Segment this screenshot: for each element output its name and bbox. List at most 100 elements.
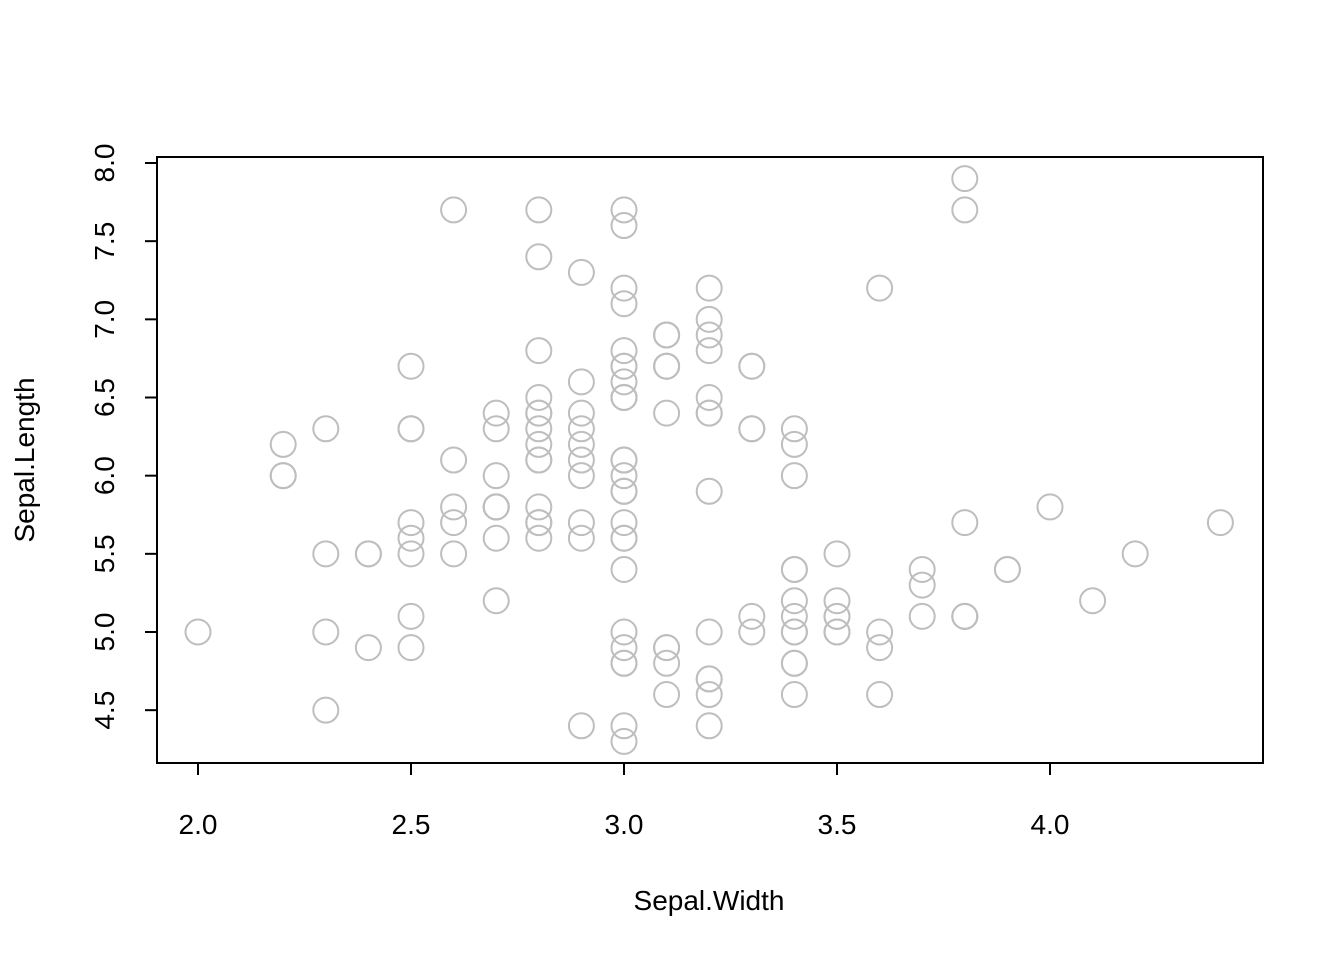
data-point: [610, 712, 638, 740]
data-point: [780, 587, 808, 615]
data-point: [610, 446, 638, 474]
data-point: [525, 524, 553, 552]
data-point: [695, 337, 723, 365]
data-point: [695, 712, 723, 740]
data-point: [908, 571, 936, 599]
data-point: [1121, 540, 1149, 568]
data-point: [866, 618, 894, 646]
data-point: [525, 446, 553, 474]
x-tick-label: 2.0: [179, 809, 218, 840]
data-point: [482, 524, 510, 552]
data-point: [269, 430, 297, 458]
data-point: [440, 509, 468, 537]
data-point: [866, 634, 894, 662]
data-point: [397, 524, 425, 552]
data-point: [653, 634, 681, 662]
data-point: [312, 618, 340, 646]
data-point: [610, 274, 638, 302]
x-tick-label: 2.5: [392, 809, 431, 840]
x-tick-label: 3.0: [605, 809, 644, 840]
plot-frame: [156, 156, 1264, 764]
data-point: [780, 681, 808, 709]
data-point: [482, 462, 510, 490]
data-point: [610, 727, 638, 755]
data-point: [354, 540, 382, 568]
data-point: [354, 634, 382, 662]
data-point: [525, 509, 553, 537]
data-point: [780, 555, 808, 583]
x-axis-label: Sepal.Width: [634, 885, 785, 916]
data-point: [525, 243, 553, 271]
data-point: [610, 462, 638, 490]
data-point: [482, 493, 510, 521]
data-point: [610, 196, 638, 224]
data-point: [567, 509, 595, 537]
x-tick-label: 4.0: [1031, 809, 1070, 840]
data-point: [653, 399, 681, 427]
data-point: [567, 368, 595, 396]
y-tick-label: 8.0: [89, 144, 120, 183]
y-tick-label: 7.0: [89, 300, 120, 339]
y-tick-label: 5.0: [89, 613, 120, 652]
data-point: [567, 399, 595, 427]
y-tick-label: 6.5: [89, 378, 120, 417]
x-tick-label: 3.5: [818, 809, 857, 840]
data-point: [951, 509, 979, 537]
y-tick-label: 5.5: [89, 534, 120, 573]
data-point: [738, 352, 766, 380]
data-point: [823, 602, 851, 630]
data-point: [184, 618, 212, 646]
data-point: [653, 352, 681, 380]
data-point: [397, 540, 425, 568]
data-point: [610, 212, 638, 240]
data-point: [695, 477, 723, 505]
data-point: [738, 618, 766, 646]
data-point: [525, 337, 553, 365]
data-point: [653, 649, 681, 677]
data-point: [440, 446, 468, 474]
data-point: [482, 399, 510, 427]
data-point: [610, 337, 638, 365]
data-point: [780, 618, 808, 646]
data-point: [1206, 509, 1234, 537]
data-point: [269, 462, 297, 490]
data-point: [908, 555, 936, 583]
data-point: [610, 509, 638, 537]
data-point: [951, 602, 979, 630]
data-point: [695, 274, 723, 302]
data-point: [695, 665, 723, 693]
data-point: [738, 415, 766, 443]
data-point: [397, 602, 425, 630]
data-point: [567, 462, 595, 490]
data-point: [567, 712, 595, 740]
data-point: [1036, 493, 1064, 521]
data-point: [951, 196, 979, 224]
data-point: [567, 524, 595, 552]
data-point: [695, 618, 723, 646]
data-point: [610, 477, 638, 505]
data-point: [482, 587, 510, 615]
data-point: [610, 634, 638, 662]
y-tick-label: 7.5: [89, 222, 120, 261]
data-point: [610, 384, 638, 411]
data-point: [440, 493, 468, 521]
data-point: [312, 696, 340, 724]
data-point: [610, 649, 638, 677]
data-point: [312, 540, 340, 568]
data-points: [184, 165, 1234, 755]
data-point: [397, 415, 425, 443]
data-point: [525, 430, 553, 458]
y-axis: 4.5 5.0 5.5 6.0 6.5 7.0 7.5 8.0: [89, 144, 158, 730]
data-point: [610, 618, 638, 646]
data-point: [312, 415, 340, 443]
data-point: [397, 509, 425, 537]
data-point: [695, 384, 723, 411]
data-point: [1079, 587, 1107, 615]
data-point: [610, 352, 638, 380]
data-point: [567, 258, 595, 286]
y-tick-label: 4.5: [89, 691, 120, 730]
data-point: [610, 368, 638, 396]
data-point: [780, 415, 808, 443]
data-point: [397, 634, 425, 662]
y-tick-label: 6.0: [89, 456, 120, 495]
